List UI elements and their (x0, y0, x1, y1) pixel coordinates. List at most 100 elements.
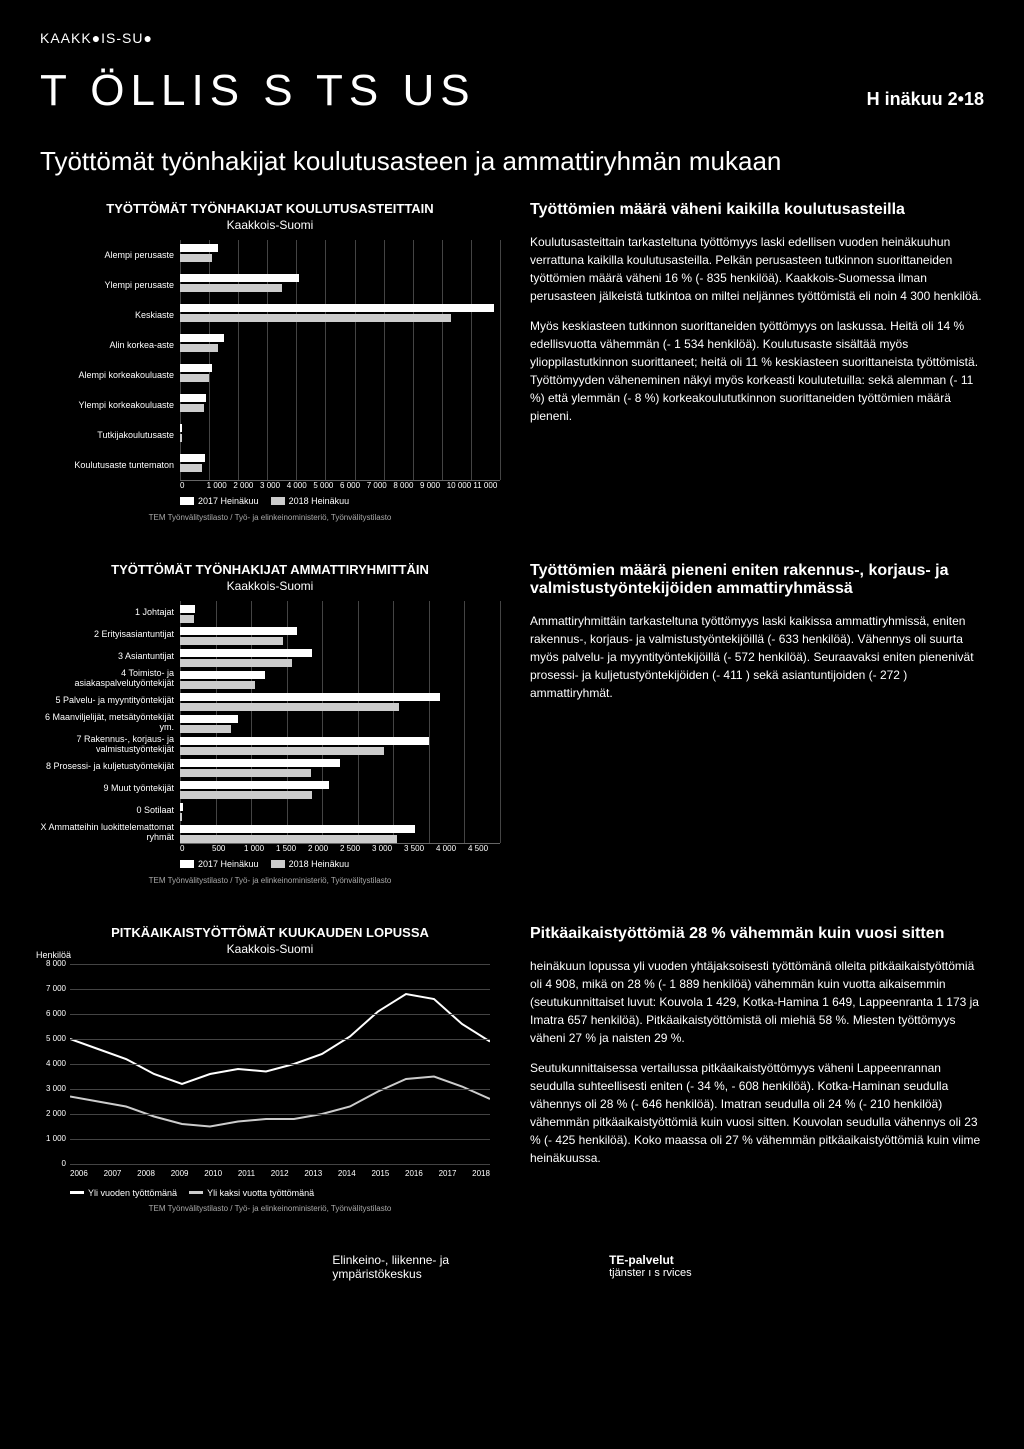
hbar-bar-2018 (180, 703, 399, 711)
hbar-label: 3 Asiantuntijat (40, 651, 180, 661)
hbar-xtick: 1 000 (207, 481, 234, 490)
hbar-bar-2017 (180, 364, 212, 372)
hbar-row: 4 Toimisto- ja asiakaspalvelutyöntekijät (40, 667, 500, 689)
chart3-body: Henkilöä 2006200720082009201020112012201… (70, 964, 490, 1164)
hbar-xtick: 11 000 (473, 481, 500, 490)
line-xtick: 2011 (238, 1169, 255, 1178)
hbar-bars (180, 645, 500, 667)
legend-label: 2018 Heinäkuu (289, 496, 350, 506)
hbar-bar-2018 (180, 314, 451, 322)
hbar-bars (180, 623, 500, 645)
hbar-bar-2018 (180, 254, 212, 262)
legend-swatch (180, 860, 194, 868)
legend-swatch (189, 1191, 203, 1194)
hbar-label: 1 Johtajat (40, 607, 180, 617)
hbar-row: X Ammatteihin luokittelemattomat ryhmät (40, 821, 500, 843)
hbar-bar-2017 (180, 759, 340, 767)
hbar-xtick: 5 000 (313, 481, 340, 490)
section-education: TYÖTTÖMÄT TYÖNHAKIJAT KOULUTUSASTEITTAIN… (40, 201, 984, 522)
section-occupation: TYÖTTÖMÄT TYÖNHAKIJAT AMMATTIRYHMITTÄIN … (40, 562, 984, 885)
line-xtick: 2006 (70, 1169, 88, 1178)
text1-title: Työttömien määrä väheni kaikilla koulutu… (530, 201, 984, 219)
legend-item: Yli kaksi vuotta työttömänä (189, 1188, 314, 1198)
hbar-bars (180, 420, 500, 450)
hbar-row: 9 Muut työntekijät (40, 777, 500, 799)
hbar-label: Ylempi korkeakouluaste (40, 400, 180, 410)
chart2-title: TYÖTTÖMÄT TYÖNHAKIJAT AMMATTIRYHMITTÄIN (40, 562, 500, 577)
hbar-row: 8 Prosessi- ja kuljetustyöntekijät (40, 755, 500, 777)
hbar-bar-2018 (180, 725, 231, 733)
line-ytick: 0 (36, 1159, 66, 1168)
hbar-bar-2017 (180, 627, 297, 635)
text2-p1: Ammattiryhmittäin tarkasteltuna työttömy… (530, 612, 984, 702)
line-ytick: 1 000 (36, 1134, 66, 1143)
chart2-subtitle: Kaakkois-Suomi (40, 579, 500, 593)
hbar-bars (180, 450, 500, 480)
text1-p1: Koulutusasteittain tarkasteltuna työttöm… (530, 233, 984, 305)
legend-item: 2017 Heinäkuu (180, 859, 259, 869)
line-xtick: 2010 (204, 1169, 222, 1178)
hbar-xtick: 1 500 (276, 844, 308, 853)
hbar-label: Alempi korkeakouluaste (40, 370, 180, 380)
line-gridline (70, 1139, 490, 1140)
hbar-row: 1 Johtajat (40, 601, 500, 623)
hbar-bars (180, 601, 500, 623)
hbar-xtick: 9 000 (420, 481, 447, 490)
chart2-legend: 2017 Heinäkuu 2018 Heinäkuu (180, 859, 500, 870)
text1-p2: Myös keskiasteen tutkinnon suorittaneide… (530, 317, 984, 425)
text3-p2: Seutukunnittaisessa vertailussa pitkäaik… (530, 1059, 984, 1167)
hbar-bar-2017 (180, 274, 299, 282)
line-xtick: 2017 (439, 1169, 457, 1178)
chart3-subtitle: Kaakkois-Suomi (40, 942, 500, 956)
text2: Työttömien määrä pieneni eniten rakennus… (530, 562, 984, 885)
line-ytick: 3 000 (36, 1084, 66, 1093)
hbar-label: 0 Sotilaat (40, 805, 180, 815)
hbar-xtick: 7 000 (367, 481, 394, 490)
chart1-subtitle: Kaakkois-Suomi (40, 218, 500, 232)
chart1-source: TEM Työnvälitystilasto / Työ- ja elinkei… (40, 513, 500, 522)
hbar-bar-2017 (180, 304, 494, 312)
hbar-xtick: 0 (180, 844, 212, 853)
hbar-label: 8 Prosessi- ja kuljetustyöntekijät (40, 761, 180, 771)
legend-label: 2017 Heinäkuu (198, 496, 259, 506)
hbar-row: 6 Maanviljelijät, metsätyöntekijät ym. (40, 711, 500, 733)
legend-label: 2017 Heinäkuu (198, 859, 259, 869)
hbar-bar-2017 (180, 649, 312, 657)
hbar-bar-2018 (180, 637, 283, 645)
hbar-bars (180, 755, 500, 777)
hbar-bars (180, 360, 500, 390)
legend-item: Yli vuoden työttömänä (70, 1188, 177, 1198)
line-xtick: 2014 (338, 1169, 356, 1178)
hbar-label: 5 Palvelu- ja myyntityöntekijät (40, 695, 180, 705)
legend-label: 2018 Heinäkuu (289, 859, 350, 869)
hbar-bars (180, 667, 500, 689)
legend-label: Yli vuoden työttömänä (88, 1188, 177, 1198)
chart2: TYÖTTÖMÄT TYÖNHAKIJAT AMMATTIRYHMITTÄIN … (40, 562, 500, 885)
line-gridline (70, 1114, 490, 1115)
hbar-bars (180, 330, 500, 360)
line-xtick: 2016 (405, 1169, 423, 1178)
hbar-label: Ylempi perusaste (40, 280, 180, 290)
line-ytick: 4 000 (36, 1059, 66, 1068)
hbar-xtick: 3 500 (404, 844, 436, 853)
line-gridline (70, 1014, 490, 1015)
hbar-row: Ylempi perusaste (40, 270, 500, 300)
hbar-xtick: 4 500 (468, 844, 500, 853)
hbar-xtick: 1 000 (244, 844, 276, 853)
hbar-bar-2018 (180, 404, 204, 412)
hbar-bar-2018 (180, 284, 282, 292)
chart3-xaxis: 2006200720082009201020112012201320142015… (70, 1169, 490, 1178)
chart3-legend: Yli vuoden työttömänä Yli kaksi vuotta ty… (70, 1186, 500, 1198)
line-ytick: 6 000 (36, 1009, 66, 1018)
hbar-xtick: 0 (180, 481, 207, 490)
hbar-label: Tutkijakoulutusaste (40, 430, 180, 440)
chart3-title: PITKÄAIKAISTYÖTTÖMÄT KUUKAUDEN LOPUSSA (40, 925, 500, 940)
hbar-row: Ylempi korkeakouluaste (40, 390, 500, 420)
chart2-axis: 05001 0001 5002 0002 5003 0003 5004 0004… (180, 843, 500, 853)
page-subtitle: Työttömät työnhakijat koulutusasteen ja … (40, 146, 984, 177)
hbar-bar-2017 (180, 334, 224, 342)
line-ytick: 5 000 (36, 1034, 66, 1043)
hbar-bar-2018 (180, 813, 182, 821)
hbar-label: Alin korkea-aste (40, 340, 180, 350)
legend-swatch (180, 497, 194, 505)
